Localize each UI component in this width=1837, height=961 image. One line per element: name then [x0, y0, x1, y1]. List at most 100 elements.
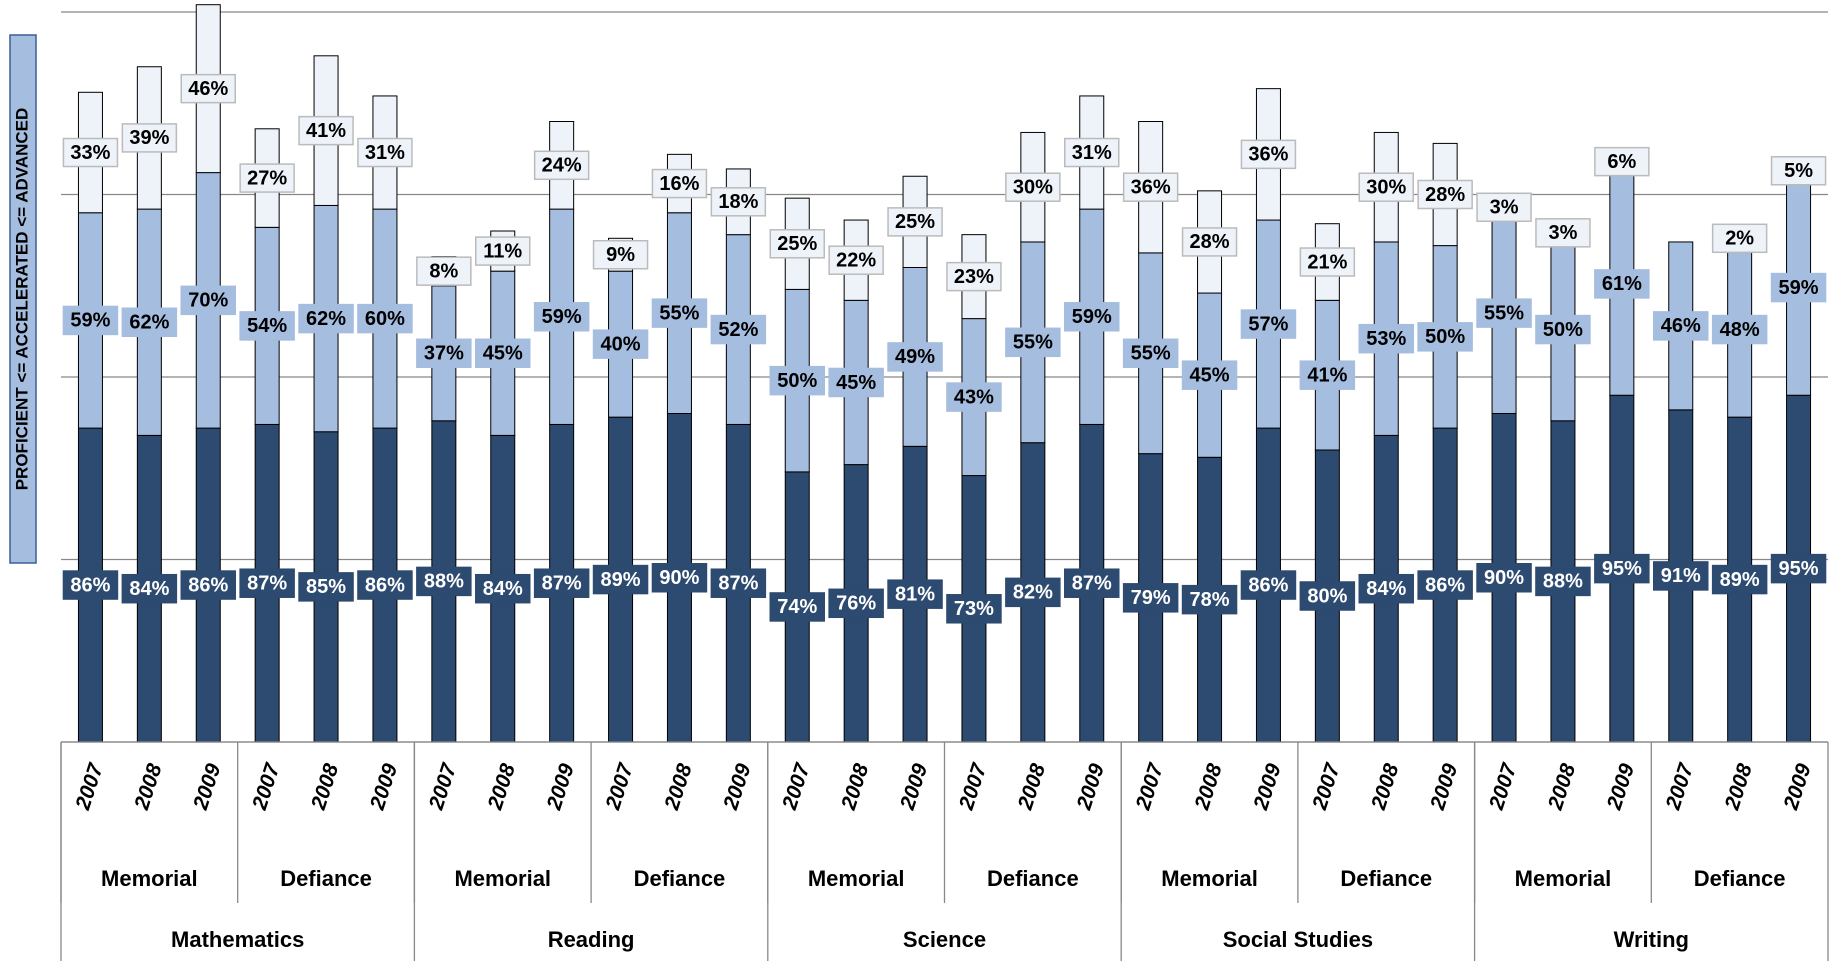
value-label: 28%	[1190, 231, 1230, 253]
value-label: 46%	[1661, 315, 1701, 337]
x-tick-label: 2007	[955, 760, 992, 814]
value-label: 9%	[606, 244, 635, 266]
value-label-box	[1122, 583, 1179, 613]
value-label-box	[475, 236, 531, 266]
value-label-box	[592, 329, 649, 359]
value-label: 54%	[247, 315, 287, 337]
value-label: 43%	[954, 386, 994, 408]
x-tick-label: 2008	[1190, 761, 1227, 814]
value-label: 84%	[129, 578, 169, 600]
x-tick-label: 2007	[1485, 760, 1522, 814]
value-label: 16%	[659, 173, 699, 195]
value-label-box	[710, 314, 767, 345]
x-tick-label: 2009	[1779, 761, 1816, 814]
value-label: 74%	[777, 596, 817, 618]
value-label: 23%	[954, 266, 994, 288]
value-label-box	[1181, 584, 1238, 615]
x-tick-label: 2008	[660, 761, 697, 814]
value-label: 76%	[836, 593, 876, 615]
value-label-box	[62, 570, 119, 600]
value-label-box	[1594, 146, 1650, 177]
value-label: 62%	[306, 308, 346, 330]
value-label-box	[1358, 573, 1414, 604]
value-label-box	[239, 311, 295, 341]
value-label-box	[298, 115, 354, 146]
value-label: 59%	[70, 310, 110, 332]
value-label: 59%	[1072, 306, 1112, 328]
x-tick-label: 2009	[1249, 761, 1286, 814]
value-label-box	[946, 261, 1002, 292]
value-label: 84%	[1366, 578, 1406, 600]
value-label: 30%	[1013, 176, 1053, 198]
value-label-box	[1770, 553, 1827, 584]
value-label-box	[1770, 156, 1827, 186]
value-label-box	[946, 594, 1002, 624]
x-tick-label: 2007	[1661, 760, 1698, 814]
value-label-box	[121, 573, 178, 604]
value-label-box	[1240, 309, 1297, 339]
value-label: 45%	[1190, 364, 1230, 386]
value-label: 87%	[542, 573, 582, 595]
y-label-box	[9, 34, 37, 564]
value-label-box	[1005, 172, 1061, 202]
value-label: 2%	[1725, 228, 1754, 250]
value-label-box	[298, 303, 354, 334]
value-label: 78%	[1190, 589, 1230, 611]
value-label-box	[121, 123, 178, 153]
x-tick-label: 2008	[1720, 761, 1757, 814]
value-label: 52%	[718, 319, 758, 341]
value-label: 50%	[777, 370, 817, 392]
value-label-box	[651, 168, 708, 199]
value-label-box	[1711, 223, 1768, 254]
value-label: 46%	[188, 78, 228, 100]
value-label: 36%	[1248, 144, 1288, 166]
x-tick-label: 2008	[1367, 761, 1404, 814]
value-label: 36%	[1131, 176, 1171, 198]
group-label: Memorial	[101, 866, 198, 891]
value-label: 40%	[601, 333, 641, 355]
value-label: 8%	[429, 260, 458, 282]
value-label: 11%	[483, 240, 522, 262]
value-label-box	[1535, 566, 1591, 597]
value-label-box	[1005, 327, 1061, 358]
value-label-box	[710, 187, 767, 217]
value-label-box	[1594, 269, 1650, 299]
x-tick-label: 2008	[1544, 761, 1581, 814]
value-label: 61%	[1602, 273, 1642, 295]
x-tick-label: 2009	[1072, 761, 1109, 814]
value-label: 45%	[836, 372, 876, 394]
value-label: 21%	[1307, 251, 1347, 273]
value-label: 86%	[70, 574, 110, 596]
value-label: 86%	[188, 574, 228, 596]
value-label-box	[1299, 360, 1356, 390]
value-label-box	[769, 365, 825, 396]
value-label: 41%	[306, 120, 346, 142]
value-label-box	[769, 592, 825, 622]
value-label: 31%	[1072, 142, 1112, 164]
value-label-box	[828, 588, 884, 619]
value-label: 86%	[1425, 574, 1465, 596]
y-axis-label: PROFICIENT <= ACCELERATED <= ADVANCED	[12, 108, 31, 491]
value-label: 59%	[542, 306, 582, 328]
value-label-box	[592, 239, 649, 270]
value-label-box	[1653, 561, 1709, 591]
value-label-box	[828, 245, 884, 275]
value-label-box	[1358, 172, 1414, 202]
value-label-box	[887, 342, 943, 372]
value-label: 91%	[1661, 565, 1701, 587]
value-label-box	[1181, 360, 1238, 390]
value-label-box	[1181, 227, 1238, 257]
value-label-box	[239, 568, 295, 598]
value-label: 86%	[365, 574, 405, 596]
value-label-box	[475, 573, 531, 604]
group-label: Memorial	[1515, 866, 1612, 891]
value-label: 33%	[70, 142, 110, 164]
value-label: 49%	[895, 346, 935, 368]
value-label-box	[1535, 314, 1591, 345]
value-label: 30%	[1366, 176, 1406, 198]
value-label-box	[710, 568, 767, 598]
x-tick-label: 2007	[601, 760, 638, 814]
value-label: 3%	[1490, 197, 1519, 219]
value-label-box	[1417, 570, 1473, 600]
x-tick-label: 2009	[189, 761, 226, 814]
